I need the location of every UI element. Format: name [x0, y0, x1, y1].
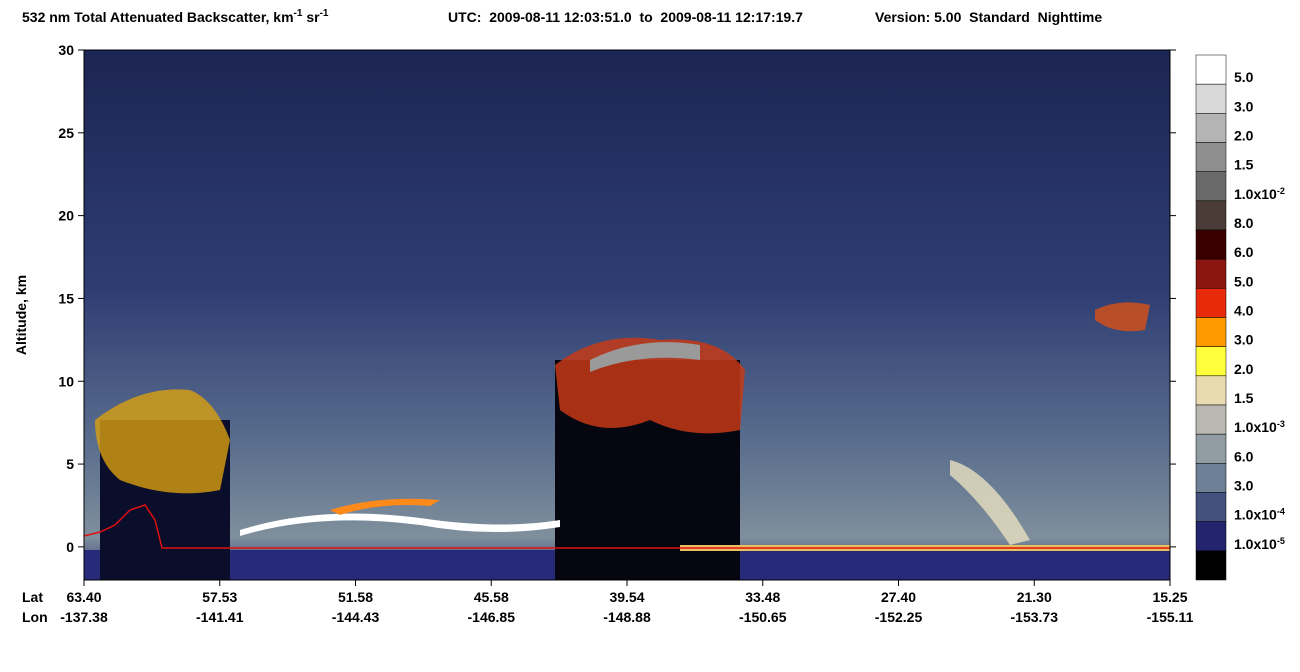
colorbar-label: 3.0: [1234, 98, 1254, 114]
x-row-label: Lat: [22, 589, 43, 605]
y-tick-label: 25: [58, 125, 74, 141]
lon-label: -152.25: [875, 609, 923, 625]
colorbar-swatch: [1195, 550, 1227, 581]
lat-label: 57.53: [202, 589, 237, 605]
low-cloud: [330, 498, 440, 515]
colorbar-swatch: [1195, 404, 1227, 435]
colorbar-label: 1.5: [1234, 390, 1254, 406]
y-tick-label: 5: [66, 456, 74, 472]
colorbar-swatch: [1195, 492, 1227, 522]
colorbar-label-exponent: -3: [1277, 419, 1285, 429]
utc-range: UTC: 2009-08-11 12:03:51.0 to 2009-08-11…: [448, 9, 803, 25]
colorbar-label-exponent: -5: [1277, 536, 1285, 546]
colorbar-label: 8.0: [1234, 215, 1254, 231]
low-cloud: [240, 513, 560, 536]
lon-label: -137.38: [60, 609, 108, 625]
lat-label: 21.30: [1017, 589, 1052, 605]
y-tick-label: 20: [58, 208, 74, 224]
colorbar-label: 6.0: [1234, 244, 1254, 260]
title-part: sr: [302, 9, 320, 25]
colorbar-swatch: [1195, 83, 1227, 114]
lat-label: 63.40: [66, 589, 101, 605]
colorbar-label: 2.0: [1234, 361, 1254, 377]
colorbar-label-base: 1.0x10: [1234, 536, 1277, 552]
y-tick-label: 10: [58, 373, 74, 389]
chart-title: 532 nm Total Attenuated Backscatter, km-…: [22, 8, 329, 25]
y-tick-label: 0: [66, 539, 74, 555]
colorbar-label-base: 1.0x10: [1234, 507, 1277, 523]
colorbar-label: 6.0: [1234, 448, 1254, 464]
cloud: [1095, 302, 1150, 332]
colorbar-label: 1.0x10-4: [1234, 507, 1285, 523]
colorbar-swatch: [1195, 346, 1227, 377]
colorbar-swatch: [1195, 288, 1227, 318]
colorbar-swatch: [1195, 521, 1227, 552]
lon-label: -148.88: [603, 609, 651, 625]
title-superscript: -1: [294, 8, 303, 19]
colorbar-label-exponent: -4: [1277, 507, 1285, 517]
version: Version: 5.00 Standard Nighttime: [875, 9, 1102, 25]
colorbar-label: 2.0: [1234, 128, 1254, 144]
colorbar-label: 1.0x10-2: [1234, 186, 1285, 202]
lat-label: 27.40: [881, 589, 916, 605]
colorbar-swatch: [1195, 171, 1227, 202]
colorbar-swatch: [1195, 54, 1227, 85]
colorbar-label: 5.0: [1234, 69, 1254, 85]
colorbar-label-base: 1.0x10: [1234, 419, 1277, 435]
colorbar-swatch: [1195, 258, 1227, 289]
lat-label: 45.58: [474, 589, 509, 605]
colorbar-label: 3.0: [1234, 478, 1254, 494]
title-superscript: -1: [320, 8, 329, 19]
colorbar-label: 4.0: [1234, 303, 1254, 319]
lat-label: 39.54: [609, 589, 644, 605]
y-tick-label: 30: [58, 42, 74, 58]
colorbar-label: 1.5: [1234, 157, 1254, 173]
colorbar-label-base: 1.0x10: [1234, 186, 1277, 202]
plot-area: [83, 49, 1171, 581]
title-part: 532 nm Total Attenuated Backscatter, km: [22, 9, 294, 25]
lon-label: -144.43: [332, 609, 380, 625]
surface-elevation: [83, 504, 1170, 549]
lon-label: -155.11: [1147, 609, 1194, 625]
x-row-label: Lon: [22, 609, 48, 625]
colorbar-label-exponent: -2: [1277, 186, 1285, 196]
colorbar-label: 1.0x10-3: [1234, 419, 1285, 435]
colorbar-label: 1.0x10-5: [1234, 536, 1285, 552]
cloud: [950, 460, 1030, 545]
colorbar-swatch: [1195, 113, 1227, 143]
colorbar-swatch: [1195, 229, 1227, 260]
colorbar-swatch: [1195, 375, 1227, 406]
lon-label: -153.73: [1011, 609, 1059, 625]
lon-label: -150.65: [739, 609, 787, 625]
lon-label: -141.41: [196, 609, 244, 625]
colorbar-swatch: [1195, 142, 1227, 172]
colorbar-swatch: [1195, 463, 1227, 493]
lat-label: 15.25: [1152, 589, 1187, 605]
lon-label: -146.85: [468, 609, 516, 625]
colorbar-swatch: [1195, 200, 1227, 231]
colorbar-swatch: [1195, 317, 1227, 347]
lat-label: 33.48: [745, 589, 780, 605]
cloud: [95, 389, 230, 494]
cloud-top: [590, 342, 700, 372]
y-tick-label: 15: [58, 290, 74, 306]
colorbar-swatch: [1195, 433, 1227, 464]
lat-label: 51.58: [338, 589, 373, 605]
y-axis-label: Altitude, km: [13, 275, 29, 355]
colorbar-label: 3.0: [1234, 332, 1254, 348]
colorbar-label: 5.0: [1234, 273, 1254, 289]
